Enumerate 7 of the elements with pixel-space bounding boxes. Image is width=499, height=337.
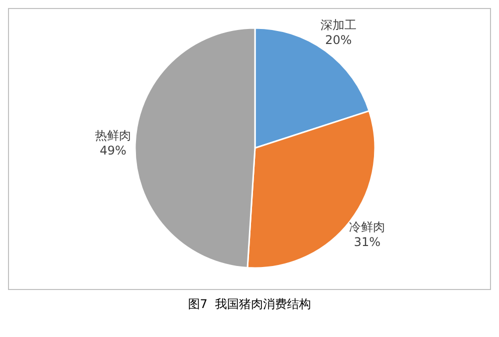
data-label: 49%	[100, 144, 126, 158]
data-label: 20%	[325, 33, 352, 48]
data-label: 31%	[354, 235, 381, 250]
text: 图7 我国猪肉消费结构	[186, 296, 312, 313]
slice-label: 深加工	[320, 18, 356, 32]
slice-label: 热鲜肉	[95, 128, 132, 143]
slice-label: 冷鲜肉	[349, 220, 386, 234]
